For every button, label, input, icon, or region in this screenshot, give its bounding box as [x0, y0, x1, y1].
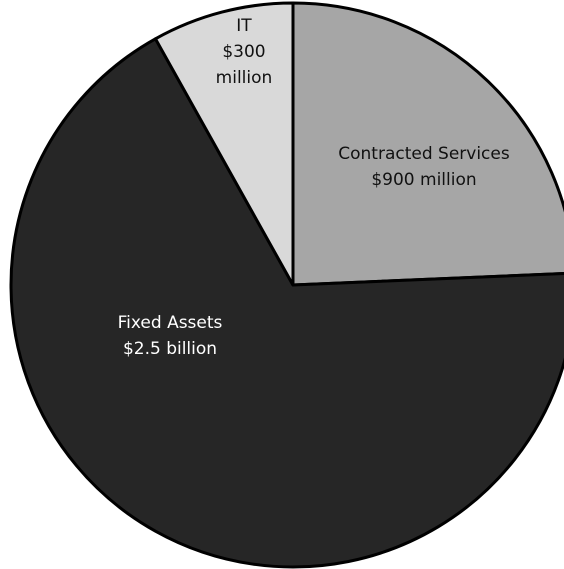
slice-label-line: $2.5 billion — [123, 339, 217, 359]
slice-label-it: IT $300 million — [216, 16, 273, 88]
slice-label-contracted-services: Contracted Services $900 million — [338, 144, 510, 190]
pie-slices — [9, 1, 564, 569]
slice-label-line: $900 million — [371, 170, 476, 190]
pie-slice-contracted-services — [291, 1, 564, 287]
pie-slice-it — [153, 1, 295, 287]
pie-slice-fixed-assets — [9, 37, 564, 569]
slice-label-line: IT — [236, 16, 252, 36]
slice-label-line: $300 — [222, 42, 265, 62]
slice-label-line: Contracted Services — [338, 144, 510, 164]
pie-labels: Contracted Services $900 million Fixed Ass… — [118, 16, 510, 359]
slice-label-fixed-assets: Fixed Assets $2.5 billion — [118, 313, 223, 359]
slice-label-line: Fixed Assets — [118, 313, 223, 333]
slice-label-line: million — [216, 68, 273, 88]
